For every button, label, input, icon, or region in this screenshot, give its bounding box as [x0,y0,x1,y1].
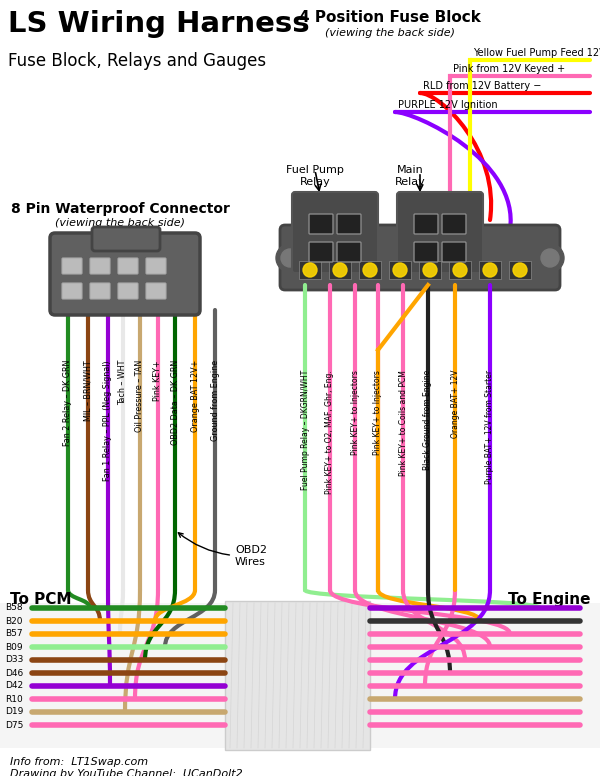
Circle shape [541,249,559,267]
FancyBboxPatch shape [118,283,138,299]
Text: B09: B09 [5,643,23,652]
Text: B20: B20 [5,616,23,625]
Text: B58: B58 [5,604,23,612]
Text: Pink KEY+ to Injectors: Pink KEY+ to Injectors [350,370,359,455]
FancyBboxPatch shape [50,233,200,315]
FancyBboxPatch shape [62,258,82,274]
Circle shape [423,263,437,277]
FancyBboxPatch shape [442,242,466,262]
Text: Pink from 12V Keyed +: Pink from 12V Keyed + [453,64,565,74]
FancyBboxPatch shape [146,283,166,299]
FancyBboxPatch shape [337,242,361,262]
Text: Pink KEY+ to O2, MAF, Ghr, Eng.: Pink KEY+ to O2, MAF, Ghr, Eng. [325,370,335,494]
Text: D33: D33 [5,656,23,664]
Text: Fuel Pump Relay – DKGRN/WHT: Fuel Pump Relay – DKGRN/WHT [301,370,310,490]
Circle shape [393,263,407,277]
FancyBboxPatch shape [309,242,333,262]
Text: D46: D46 [5,668,23,677]
Circle shape [303,263,317,277]
Text: Info from:  LT1Swap.com
Drawing by YouTube Channel:  UCanDolt2: Info from: LT1Swap.com Drawing by YouTub… [10,757,243,776]
Text: MIL – BRN/WHT: MIL – BRN/WHT [83,360,92,421]
FancyBboxPatch shape [479,261,501,279]
Text: D75: D75 [5,720,23,729]
Text: To PCM: To PCM [10,592,71,607]
FancyBboxPatch shape [414,242,438,262]
Text: Orange BAT 12V+: Orange BAT 12V+ [191,360,199,432]
FancyBboxPatch shape [509,261,531,279]
FancyBboxPatch shape [62,283,82,299]
Text: Oil Pressure – TAN: Oil Pressure – TAN [136,360,145,432]
Circle shape [453,263,467,277]
Text: R10: R10 [5,695,23,704]
FancyBboxPatch shape [90,283,110,299]
FancyBboxPatch shape [442,214,466,234]
Text: D42: D42 [5,681,23,691]
Text: LS Wiring Harness: LS Wiring Harness [8,10,310,38]
Circle shape [536,244,564,272]
Text: Fan 2 Relay – DK GRN: Fan 2 Relay – DK GRN [64,360,73,446]
Circle shape [363,263,377,277]
Text: 4 Position Fuse Block: 4 Position Fuse Block [299,10,481,25]
FancyBboxPatch shape [146,258,166,274]
Text: B57: B57 [5,629,23,639]
Text: Main
Relay: Main Relay [395,165,425,186]
Text: Black Ground from Engine: Black Ground from Engine [424,370,433,470]
Text: Pink KEY+ to Injectors: Pink KEY+ to Injectors [373,370,383,455]
FancyBboxPatch shape [225,601,370,750]
Text: (viewing the back side): (viewing the back side) [325,28,455,38]
FancyBboxPatch shape [280,225,560,290]
Text: D19: D19 [5,708,23,716]
Text: Ground from Engine: Ground from Engine [211,360,220,441]
Text: See Details: See Details [89,232,151,242]
FancyBboxPatch shape [414,214,438,234]
Text: 8 Pin Waterproof Connector: 8 Pin Waterproof Connector [11,202,229,216]
Text: PURPLE 12V Ignition: PURPLE 12V Ignition [398,100,497,110]
Text: Orange BAT+ 12V: Orange BAT+ 12V [451,370,460,438]
FancyBboxPatch shape [337,214,361,234]
Circle shape [513,263,527,277]
FancyBboxPatch shape [92,227,160,251]
Text: Purple BAT+ 12V from Starter: Purple BAT+ 12V from Starter [485,370,494,484]
Text: OBD2
Wires: OBD2 Wires [178,533,267,566]
FancyBboxPatch shape [359,261,381,279]
Text: Fan 1 Relay – PPL (Neg Signal): Fan 1 Relay – PPL (Neg Signal) [104,360,113,480]
Text: (viewing the back side): (viewing the back side) [55,218,185,228]
FancyBboxPatch shape [118,258,138,274]
FancyBboxPatch shape [309,214,333,234]
FancyBboxPatch shape [389,261,411,279]
Text: RLD from 12V Battery −: RLD from 12V Battery − [423,81,541,91]
Circle shape [281,249,299,267]
Circle shape [276,244,304,272]
FancyBboxPatch shape [90,258,110,274]
Text: OBD2 Data – DK GRN: OBD2 Data – DK GRN [170,360,179,445]
FancyBboxPatch shape [292,192,378,273]
FancyBboxPatch shape [329,261,351,279]
Text: Fuse Block, Relays and Gauges: Fuse Block, Relays and Gauges [8,52,266,70]
FancyBboxPatch shape [0,603,600,748]
FancyBboxPatch shape [449,261,471,279]
Text: Yellow Fuel Pump Feed 12V+: Yellow Fuel Pump Feed 12V+ [473,48,600,58]
Text: Pink KEY+ to Coils and PCM: Pink KEY+ to Coils and PCM [398,370,407,476]
Text: To Engine: To Engine [508,592,590,607]
FancyBboxPatch shape [419,261,441,279]
FancyBboxPatch shape [299,261,321,279]
Text: Pink KEY+: Pink KEY+ [154,360,163,400]
Text: Fuel Pump
Relay: Fuel Pump Relay [286,165,344,186]
Text: Tach – WHT: Tach – WHT [119,360,128,405]
FancyBboxPatch shape [397,192,483,273]
Circle shape [333,263,347,277]
Circle shape [483,263,497,277]
